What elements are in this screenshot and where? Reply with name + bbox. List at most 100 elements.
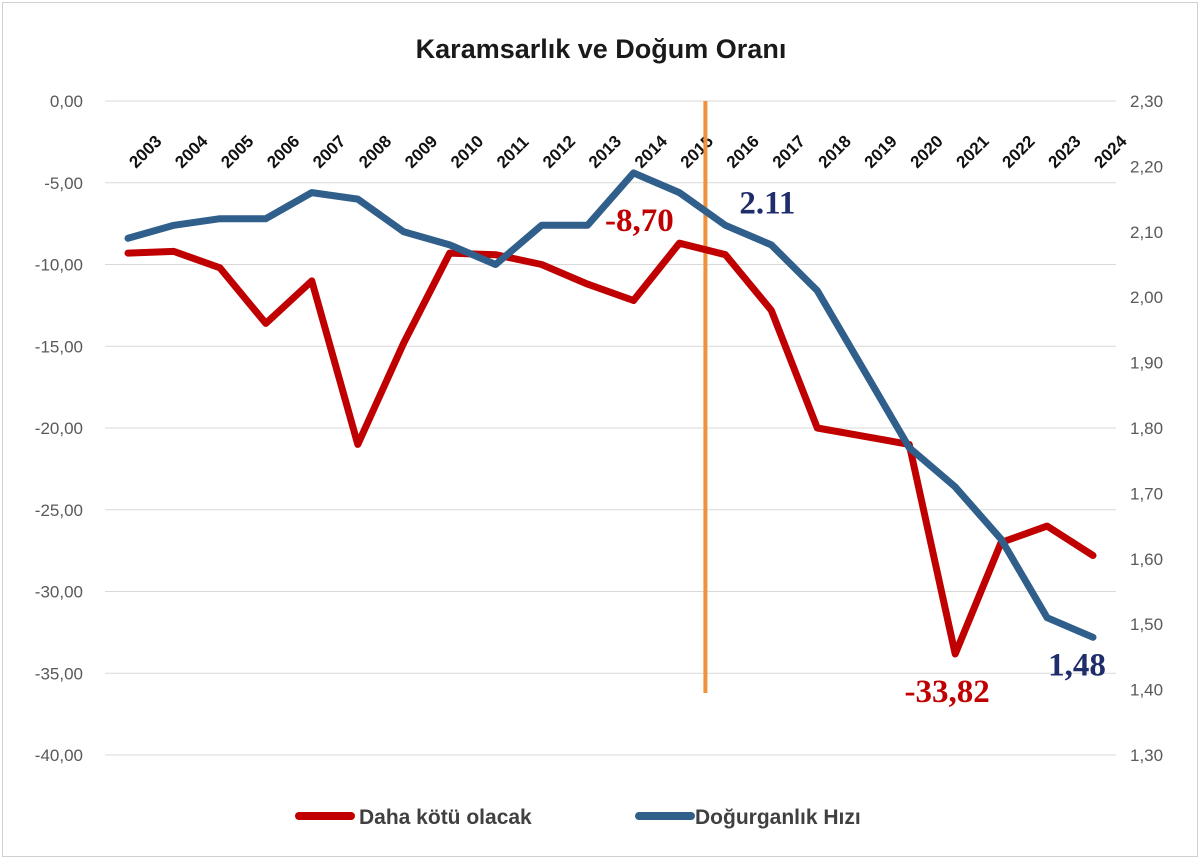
data-point	[541, 224, 543, 226]
legend: Daha kötü olacak Doğurganlık Hızı	[295, 806, 861, 829]
right-tick-label: 2,00	[1130, 288, 1163, 307]
x-tick-label: 2019	[861, 132, 901, 172]
x-tick-label: 2021	[953, 132, 993, 172]
data-point	[816, 290, 818, 292]
series-layer	[124, 169, 1097, 658]
right-tick-label: 1,80	[1130, 419, 1163, 438]
data-point	[127, 237, 129, 239]
annotations: -8,70 2.11 -33,82 1,48	[605, 185, 1106, 710]
right-tick-label: 1,30	[1130, 746, 1163, 765]
left-tick-label: -10,00	[35, 256, 83, 275]
x-tick-label: 2009	[401, 132, 441, 172]
x-tick-label: 2015	[677, 132, 717, 172]
x-tick-label: 2014	[631, 131, 672, 172]
right-tick-label: 2,30	[1130, 92, 1163, 111]
right-tick-label: 2,20	[1130, 157, 1163, 176]
data-point	[495, 264, 497, 265]
data-point	[1046, 525, 1048, 527]
data-point	[1092, 636, 1094, 638]
data-point	[678, 192, 680, 194]
data-point	[862, 435, 864, 437]
x-tick-label: 2022	[999, 132, 1039, 172]
data-point	[495, 254, 497, 256]
data-point	[357, 443, 359, 445]
data-point	[449, 244, 451, 246]
chart-title: Karamsarlık ve Doğum Oranı	[416, 34, 787, 64]
legend-label: Doğurganlık Hızı	[695, 806, 861, 829]
gridlines	[105, 100, 1116, 756]
left-tick-label: -20,00	[35, 419, 83, 438]
data-point	[770, 309, 772, 311]
left-tick-label: -5,00	[44, 174, 83, 193]
data-point	[587, 224, 589, 226]
x-tick-label: 2016	[723, 132, 763, 172]
data-point	[1000, 538, 1002, 540]
data-point	[173, 250, 175, 252]
series-line-1	[124, 169, 1097, 641]
data-label: 2.11	[739, 185, 795, 221]
left-tick-label: -30,00	[35, 583, 83, 602]
x-tick-label: 2004	[171, 131, 212, 172]
right-tick-label: 1,40	[1130, 681, 1163, 700]
data-point	[816, 427, 818, 429]
x-tick-label: 2012	[539, 132, 579, 172]
data-point	[173, 224, 175, 226]
data-label: 1,48	[1048, 647, 1106, 683]
data-point	[954, 653, 956, 655]
left-tick-label: -25,00	[35, 501, 83, 520]
data-point	[265, 218, 267, 220]
data-point	[127, 252, 129, 254]
data-point	[403, 342, 405, 344]
data-point	[357, 198, 359, 200]
right-tick-label: 1,90	[1130, 354, 1163, 373]
right-tick-label: 1,60	[1130, 550, 1163, 569]
data-point	[1092, 555, 1094, 557]
x-tick-label: 2007	[309, 132, 349, 172]
x-tick-label: 2011	[493, 132, 533, 172]
data-point	[1046, 617, 1048, 619]
chart-canvas: Karamsarlık ve Doğum Oranı 0,00 -5,00 -10,…	[35, 34, 1163, 829]
data-point	[403, 231, 405, 233]
x-tick-label: 2023	[1044, 132, 1084, 172]
x-axis: 2003 2004 2005 2006 2007 2008 2009 2010 2011 2012…	[125, 131, 1131, 172]
right-tick-label: 2,10	[1130, 223, 1163, 242]
x-tick-label: 2003	[125, 132, 165, 172]
data-point	[265, 322, 267, 324]
data-point	[862, 368, 864, 370]
right-tick-label: 1,50	[1130, 615, 1163, 634]
series-line-0	[124, 239, 1097, 658]
data-point	[587, 283, 589, 285]
data-point	[449, 252, 451, 254]
right-y-axis: 2,30 2,20 2,10 2,00 1,90 1,80 1,70 1,60 1,50 1,40…	[1130, 92, 1163, 765]
data-point	[632, 172, 634, 174]
x-tick-label: 2013	[585, 132, 625, 172]
data-point	[219, 267, 221, 269]
x-tick-label: 2010	[447, 132, 487, 172]
data-point	[632, 299, 634, 301]
x-tick-label: 2017	[769, 132, 809, 172]
data-point	[311, 280, 313, 282]
left-tick-label: -40,00	[35, 746, 83, 765]
x-tick-label: 2008	[355, 132, 395, 172]
x-tick-label: 2024	[1090, 131, 1131, 172]
data-point	[908, 447, 910, 449]
data-label: -8,70	[605, 203, 674, 239]
data-point	[770, 244, 772, 246]
data-point	[678, 242, 680, 244]
left-tick-label: -15,00	[35, 337, 83, 356]
data-label: -33,82	[905, 674, 990, 710]
right-tick-label: 1,70	[1130, 484, 1163, 503]
data-point	[541, 264, 543, 265]
x-tick-label: 2005	[217, 132, 257, 172]
data-point	[219, 218, 221, 220]
left-tick-label: -35,00	[35, 664, 83, 683]
left-tick-label: 0,00	[50, 92, 83, 111]
data-point	[954, 486, 956, 488]
data-point	[311, 192, 313, 194]
x-tick-label: 2006	[263, 132, 303, 172]
legend-label: Daha kötü olacak	[359, 806, 532, 829]
left-y-axis: 0,00 -5,00 -10,00 -15,00 -20,00 -25,00 -30,00 -…	[35, 92, 83, 765]
x-tick-label: 2018	[815, 132, 855, 172]
data-point	[724, 224, 726, 226]
